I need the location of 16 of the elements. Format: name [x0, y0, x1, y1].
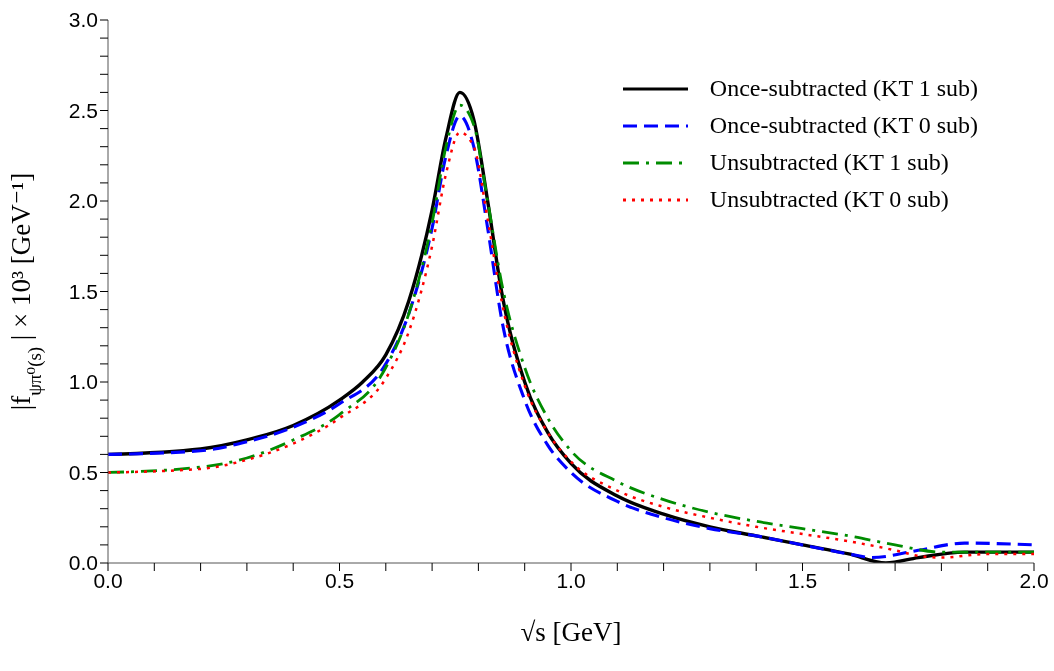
y-tick-label: 3.0 [68, 8, 98, 32]
legend-label: Unsubtracted (KT 1 sub) [709, 148, 949, 177]
x-tick-label: 0.5 [324, 568, 355, 592]
y-tick-label: 1.0 [68, 370, 98, 394]
x-axis-title: √s [GeV] [520, 617, 622, 647]
x-tick-label: 2.0 [1019, 568, 1049, 592]
y-tick-label: 0.5 [68, 460, 98, 484]
legend-label: Once-subtracted (KT 0 sub) [709, 111, 978, 140]
y-tick-label: 2.5 [68, 98, 98, 122]
x-tick-label: 1.5 [787, 568, 818, 592]
legend-label: Unsubtracted (KT 0 sub) [709, 185, 949, 214]
y-tick-label: 1.5 [68, 279, 98, 303]
legend-label: Once-subtracted (KT 1 sub) [709, 74, 978, 103]
y-tick-label: 0.0 [68, 551, 98, 575]
y-tick-label: 2.0 [68, 189, 98, 213]
x-tick-label: 1.0 [556, 568, 586, 592]
